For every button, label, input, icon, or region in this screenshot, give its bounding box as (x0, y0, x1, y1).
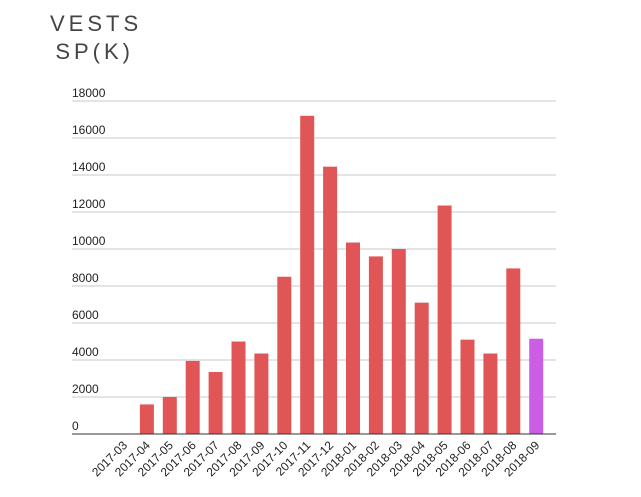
y-tick-label: 18000 (72, 86, 106, 100)
bar-2018-02 (368, 256, 383, 434)
bar-2017-08 (231, 341, 246, 434)
bar-2017-05 (162, 397, 177, 434)
chart-title-line-2: SP(K) (55, 39, 134, 64)
y-tick-label: 4000 (72, 345, 99, 359)
bar-2018-04 (414, 302, 429, 434)
y-tick-label: 10000 (72, 234, 106, 248)
y-axis-tick-labels: 0 2000 4000 6000 8000 10000 12000 14000 16000 180… (72, 86, 106, 433)
chart-title: VESTS SP(K) (50, 10, 143, 66)
chart-title-line-1: VESTS (50, 11, 143, 36)
y-tick-label: 12000 (72, 197, 106, 211)
bar-2018-05 (437, 205, 452, 434)
bars (139, 115, 544, 435)
bar-2017-07 (208, 372, 223, 434)
x-axis-tick-labels: 2017-032017-042017-052017-062017-072017-… (89, 438, 542, 479)
bar-2018-07 (483, 353, 498, 434)
bar-2017-04 (139, 404, 154, 434)
bar-2018-06 (460, 339, 475, 434)
y-tick-label: 16000 (72, 123, 106, 137)
bar-2017-09 (254, 353, 269, 434)
y-tick-label: 6000 (72, 308, 99, 322)
bar-2018-01 (346, 242, 360, 434)
y-tick-label: 8000 (72, 271, 99, 285)
bar-2018-03 (391, 249, 406, 434)
y-tick-label: 14000 (72, 160, 106, 174)
bar-2018-08 (506, 268, 521, 434)
bar-2017-11 (300, 115, 315, 435)
bar-2017-06 (185, 360, 200, 434)
y-tick-label: 2000 (72, 382, 99, 396)
bar-2017-12 (323, 166, 338, 435)
y-tick-label: 0 (72, 419, 79, 433)
bar-2018-09 (529, 338, 544, 434)
bar-2017-10 (277, 276, 292, 434)
